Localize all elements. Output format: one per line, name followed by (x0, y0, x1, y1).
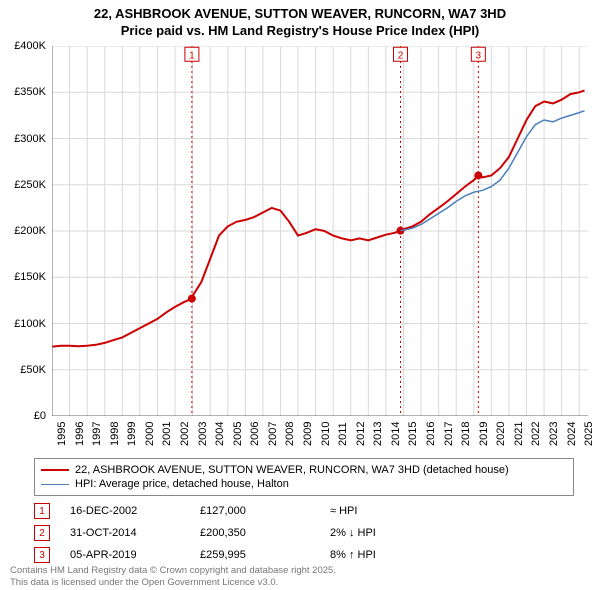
x-tick-label: 2021 (513, 422, 525, 446)
chart-plot-area: 1 2 3 (52, 46, 588, 416)
sale-price: £259,995 (200, 549, 330, 561)
x-tick-label: 2004 (214, 422, 226, 446)
x-tick-label: 2012 (355, 422, 367, 446)
y-tick-label: £400K (14, 40, 46, 52)
sale-date: 31-OCT-2014 (70, 527, 200, 539)
sale-price: £127,000 (200, 505, 330, 517)
x-tick-label: 2015 (407, 422, 419, 446)
x-tick-label: 2016 (425, 422, 437, 446)
x-tick-label: 2013 (372, 422, 384, 446)
legend-label: HPI: Average price, detached house, Halt… (75, 478, 289, 490)
sale-delta: 8% ↑ HPI (330, 549, 450, 561)
sale-marker-icon: 3 (34, 547, 50, 563)
x-tick-label: 2014 (390, 422, 402, 446)
sales-table: 1 16-DEC-2002£127,000≈ HPI 2 31-OCT-2014£20… (34, 500, 574, 566)
x-tick-label: 2006 (249, 422, 261, 446)
x-tick-label: 2008 (284, 422, 296, 446)
y-tick-label: £50K (20, 364, 46, 376)
x-tick-label: 2018 (460, 422, 472, 446)
footer-line-1: Contains HM Land Registry data © Crown c… (10, 565, 336, 576)
y-tick-label: £100K (14, 318, 46, 330)
sale-date: 05-APR-2019 (70, 549, 200, 561)
legend-label: 22, ASHBROOK AVENUE, SUTTON WEAVER, RUNC… (75, 464, 509, 476)
y-tick-label: £350K (14, 86, 46, 98)
x-tick-label: 2010 (320, 422, 332, 446)
x-axis: 1995 1996 1997 1998 1999 2000 2001 2002 2003 2004… (52, 418, 588, 458)
x-tick-label: 1998 (109, 422, 121, 446)
x-tick-label: 1995 (56, 422, 68, 446)
sale-date: 16-DEC-2002 (70, 505, 200, 517)
x-tick-label: 2023 (548, 422, 560, 446)
sale-delta: ≈ HPI (330, 505, 450, 517)
x-tick-label: 2011 (337, 422, 349, 446)
x-tick-label: 2003 (197, 422, 209, 446)
x-tick-label: 1999 (126, 422, 138, 446)
y-tick-label: £150K (14, 271, 46, 283)
x-tick-label: 2020 (495, 422, 507, 446)
x-tick-label: 2007 (267, 422, 279, 446)
x-tick-label: 2019 (478, 422, 490, 446)
title-line-2: Price paid vs. HM Land Registry's House … (0, 23, 600, 40)
x-tick-label: 2005 (232, 422, 244, 446)
sale-delta: 2% ↓ HPI (330, 527, 450, 539)
sale-price: £200,350 (200, 527, 330, 539)
y-axis: £0£50K£100K£150K£200K£250K£300K£350K£400… (0, 46, 50, 416)
legend-swatch (41, 469, 69, 471)
x-tick-label: 2024 (566, 422, 578, 446)
y-tick-label: £300K (14, 133, 46, 145)
x-tick-label: 1997 (91, 422, 103, 446)
x-tick-label: 2000 (144, 422, 156, 446)
x-tick-label: 2022 (530, 422, 542, 446)
svg-text:1: 1 (189, 50, 195, 61)
x-tick-label: 2009 (302, 422, 314, 446)
x-tick-label: 2002 (179, 422, 191, 446)
sale-marker-icon: 2 (34, 525, 50, 541)
x-tick-label: 2025 (583, 422, 595, 446)
y-tick-label: £250K (14, 179, 46, 191)
legend-item: 22, ASHBROOK AVENUE, SUTTON WEAVER, RUNC… (41, 463, 567, 477)
sale-marker-icon: 1 (34, 503, 50, 519)
y-tick-label: £200K (14, 225, 46, 237)
legend-box: 22, ASHBROOK AVENUE, SUTTON WEAVER, RUNC… (34, 458, 574, 496)
svg-text:2: 2 (398, 50, 404, 61)
chart-svg: 1 2 3 (52, 46, 588, 416)
y-tick-label: £0 (34, 410, 46, 422)
x-tick-label: 1996 (74, 422, 86, 446)
title-line-1: 22, ASHBROOK AVENUE, SUTTON WEAVER, RUNC… (0, 6, 600, 23)
legend-swatch (41, 484, 69, 485)
svg-text:3: 3 (476, 50, 482, 61)
legend-item: HPI: Average price, detached house, Halt… (41, 477, 567, 491)
sale-row: 3 05-APR-2019£259,9958% ↑ HPI (34, 544, 574, 566)
sale-row: 2 31-OCT-2014£200,3502% ↓ HPI (34, 522, 574, 544)
x-tick-label: 2017 (443, 422, 455, 446)
sale-row: 1 16-DEC-2002£127,000≈ HPI (34, 500, 574, 522)
chart-title: 22, ASHBROOK AVENUE, SUTTON WEAVER, RUNC… (0, 0, 600, 42)
footer-line-2: This data is licensed under the Open Gov… (10, 577, 336, 588)
x-tick-label: 2001 (161, 422, 173, 446)
footer-attribution: Contains HM Land Registry data © Crown c… (10, 565, 336, 588)
chart-container: 22, ASHBROOK AVENUE, SUTTON WEAVER, RUNC… (0, 0, 600, 590)
